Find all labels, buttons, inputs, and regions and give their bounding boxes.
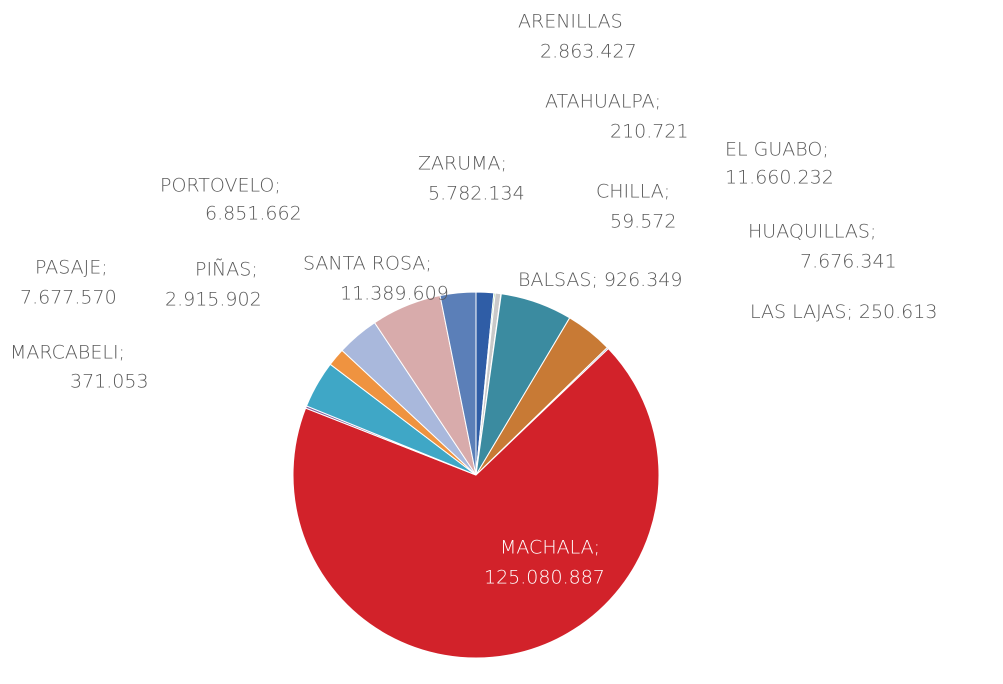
category-label: HUAQUILLAS; [748,221,876,243]
category-label: MARCABELI; [10,342,125,364]
value-label: 250.613 [859,301,938,323]
value-label: 6.851.662 [205,203,302,225]
category-label: PASAJE; [35,257,108,279]
category-label: ZARUMA; [418,153,507,175]
value-label: 371.053 [70,371,149,393]
category-label: PORTOVELO; [160,175,281,197]
category-label: ATAHUALPA; [545,91,661,113]
category-label: BALSAS; [518,269,598,291]
pie-slice [292,347,660,659]
value-label: 2.915.902 [165,289,262,311]
value-label: 5.782.134 [428,183,525,205]
category-label: CHILLA; [596,181,670,203]
value-label: 59.572 [610,211,676,233]
data-label: BALSAS; 926.349 [518,269,682,291]
category-label: MACHALA; [500,537,600,559]
value-label: 926.349 [604,269,683,291]
value-label: 7.677.570 [20,287,117,309]
category-label: SANTA ROSA; [303,253,432,275]
category-label: PIÑAS; [195,258,258,281]
value-label: 11.389.609 [340,283,449,305]
data-label: LAS LAJAS; 250.613 [750,301,937,323]
value-label: 11.660.232 [725,167,834,189]
category-label: ARENILLAS [518,11,623,33]
pie-slice [439,291,477,476]
category-label: LAS LAJAS; [750,301,853,323]
value-label: 7.676.341 [800,251,897,273]
value-label: 2.863.427 [540,41,637,63]
category-label: EL GUABO; [725,139,829,161]
value-label: 210.721 [610,121,689,143]
value-label: 125.080.887 [484,567,605,589]
